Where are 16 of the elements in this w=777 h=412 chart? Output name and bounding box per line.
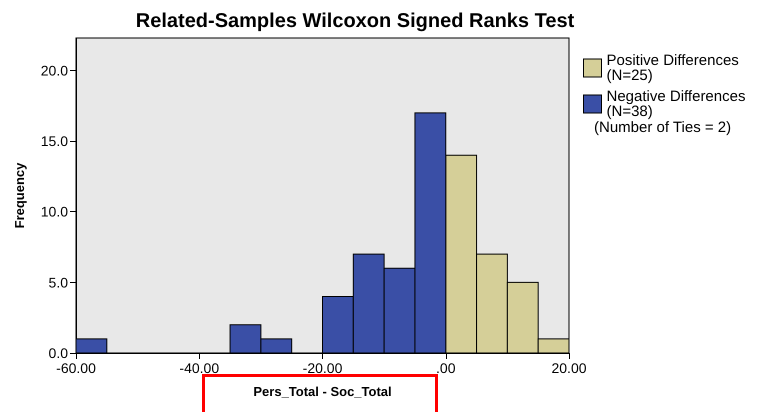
chart-title: Related-Samples Wilcoxon Signed Ranks Test — [136, 10, 575, 32]
legend-label: Negative Differences (N=38) — [606, 88, 750, 120]
x-tick-label: .00 — [436, 360, 456, 376]
y-tick-label: 15.0 — [40, 133, 68, 150]
x-tick-label: -20.00 — [302, 360, 343, 376]
text: (Number of Ties = 2) — [594, 119, 732, 136]
x-tick-label: -40.00 — [179, 360, 220, 376]
y-tick-label: 10.0 — [40, 204, 68, 220]
y-tick-label: 20.0 — [40, 62, 68, 78]
x-tick-label: 20.00 — [551, 360, 587, 376]
legend-label: Positive Differences (N=25) — [606, 52, 743, 84]
x-tick-label: -60.00 — [56, 360, 96, 376]
y-tick-label: 5.0 — [48, 274, 68, 290]
x-axis-title: Pers_Total - Soc_Total — [253, 384, 392, 399]
y-axis-title: Frequency — [12, 162, 27, 228]
y-tick-label: 0.0 — [48, 345, 68, 361]
